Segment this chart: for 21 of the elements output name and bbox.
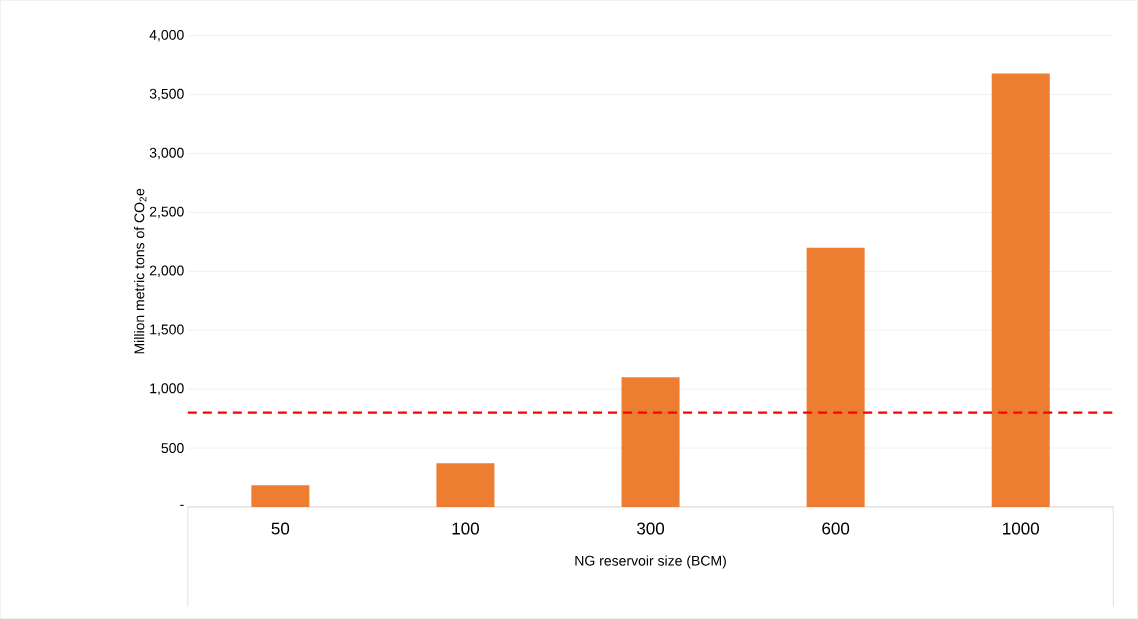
y-tick-label: 4,000 xyxy=(149,30,184,42)
x-tick-label: 600 xyxy=(822,522,850,535)
bar xyxy=(991,73,1050,508)
bar xyxy=(806,247,865,508)
x-axis-title: NG reservoir size (BCM) xyxy=(575,555,726,569)
bar xyxy=(621,377,680,508)
y-tick-label: - xyxy=(180,504,184,507)
y-tick-label: 500 xyxy=(161,443,184,454)
bar xyxy=(436,463,495,508)
y-tick-label: 2,500 xyxy=(149,206,184,219)
y-tick-label: 2,000 xyxy=(149,265,184,278)
y-tick-label: 1,000 xyxy=(150,383,184,396)
y-tick-label: 1,500 xyxy=(150,324,184,337)
x-tick-label: 50 xyxy=(271,522,290,535)
y-axis-title: Million metric tons of CO$_{2}$e xyxy=(134,188,147,354)
x-tick-label: 1000 xyxy=(1003,522,1039,535)
x-tick-label: 300 xyxy=(637,522,665,535)
x-tick-label: 100 xyxy=(452,522,479,535)
bar xyxy=(251,485,310,508)
y-tick-label: 3,000 xyxy=(149,147,184,160)
y-tick-label: 3,500 xyxy=(149,88,184,101)
